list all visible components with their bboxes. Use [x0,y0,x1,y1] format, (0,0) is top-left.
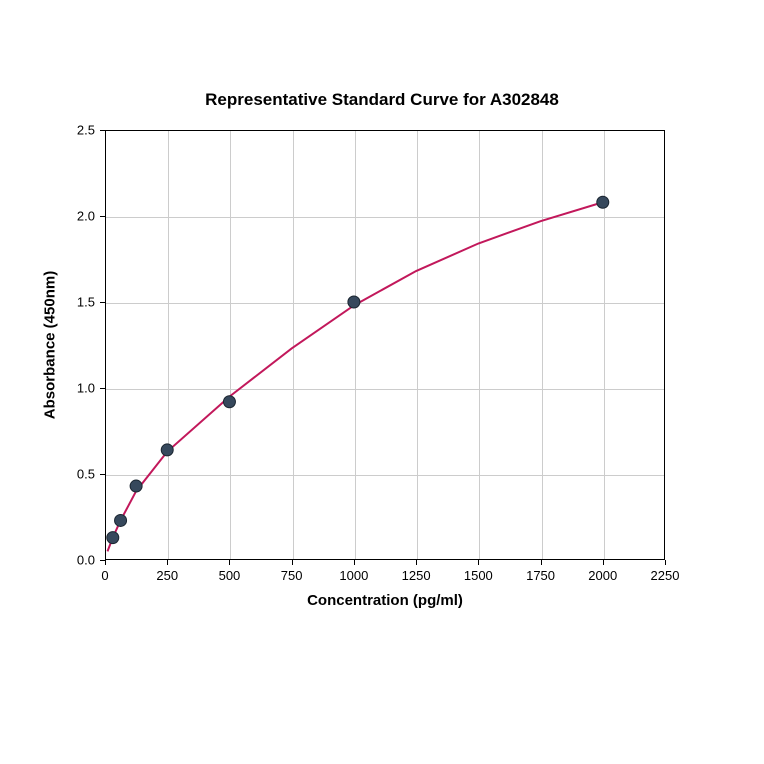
y-tick-mark [100,216,105,217]
y-tick-label: 1.0 [77,381,95,396]
y-tick-label: 0.0 [77,553,95,568]
x-tick-label: 750 [281,568,303,583]
y-tick-label: 2.5 [77,123,95,138]
grid-line-horizontal [106,303,664,304]
y-tick-label: 0.5 [77,467,95,482]
grid-line-vertical [417,131,418,559]
x-tick-label: 0 [101,568,108,583]
y-tick-mark [100,388,105,389]
x-tick-mark [292,560,293,565]
plot-area [105,130,665,560]
x-tick-mark [354,560,355,565]
x-tick-label: 1500 [464,568,493,583]
y-tick-mark [100,474,105,475]
x-tick-label: 1250 [402,568,431,583]
grid-line-vertical [355,131,356,559]
y-tick-label: 1.5 [77,295,95,310]
x-tick-mark [478,560,479,565]
x-tick-label: 2000 [588,568,617,583]
x-tick-mark [167,560,168,565]
x-tick-mark [665,560,666,565]
x-tick-mark [416,560,417,565]
x-tick-label: 1000 [339,568,368,583]
x-tick-mark [541,560,542,565]
grid-line-horizontal [106,217,664,218]
x-tick-label: 500 [219,568,241,583]
x-tick-mark [105,560,106,565]
grid-line-horizontal [106,475,664,476]
y-tick-mark [100,560,105,561]
y-tick-label: 2.0 [77,209,95,224]
grid-line-vertical [293,131,294,559]
y-tick-mark [100,302,105,303]
grid-line-vertical [604,131,605,559]
x-tick-label: 2250 [651,568,680,583]
y-tick-mark [100,130,105,131]
grid-line-vertical [479,131,480,559]
x-tick-mark [603,560,604,565]
x-axis-label: Concentration (pg/ml) [307,592,463,609]
chart-title: Representative Standard Curve for A30284… [0,90,764,110]
x-tick-label: 250 [156,568,178,583]
x-tick-mark [229,560,230,565]
grid-line-vertical [168,131,169,559]
grid-line-vertical [230,131,231,559]
x-tick-label: 1750 [526,568,555,583]
grid-line-horizontal [106,389,664,390]
y-axis-label: Absorbance (450nm) [42,271,59,419]
grid-line-vertical [542,131,543,559]
